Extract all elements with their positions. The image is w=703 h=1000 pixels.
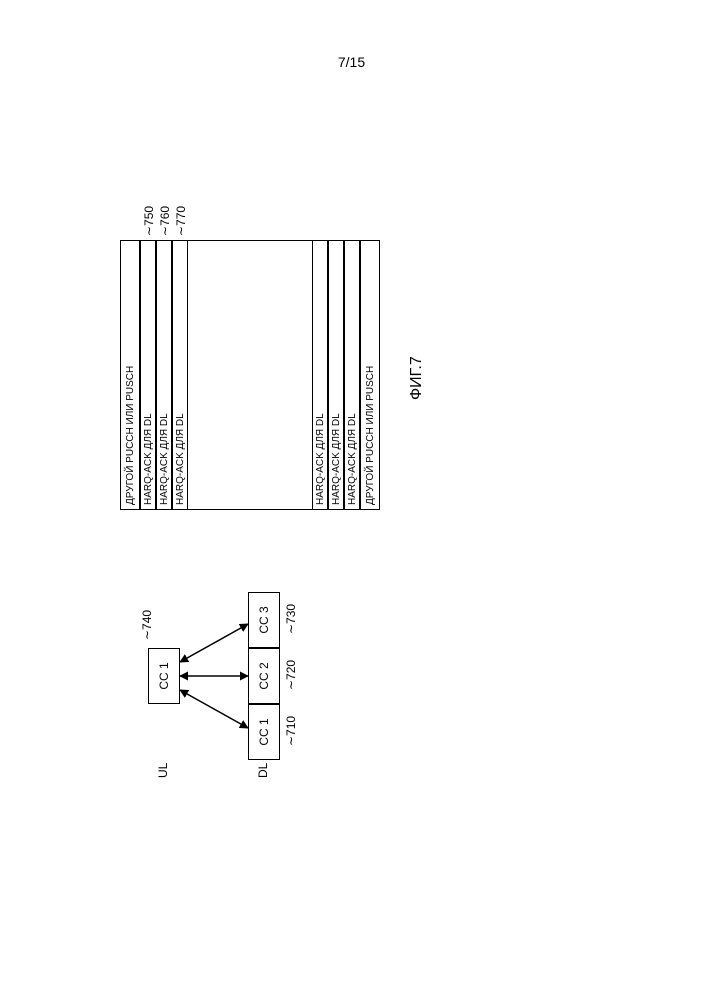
page-canvas: 7/15 UL DL CC 1 ∼740 CC 1 CC 2 CC 3 ∼710… [0,0,703,1000]
slot-bot-1: HARQ-ACK ДЛЯ DL [312,240,328,510]
slot-top-2: HARQ-ACK ДЛЯ DL [156,240,172,510]
slot-bottom-outer: ДРУГОЙ PUCCH ИЛИ PUSCH [360,240,380,510]
page-number: 7/15 [0,54,703,70]
slot-top-outer: ДРУГОЙ PUCCH ИЛИ PUSCH [120,240,140,510]
figure-caption: ФИГ.7 [408,356,426,400]
cc-arrows [140,570,310,770]
slot-top-3-ref: ∼770 [174,206,188,236]
slot-bot-2: HARQ-ACK ДЛЯ DL [328,240,344,510]
slot-top-2-ref: ∼760 [158,206,172,236]
slot-top-1-ref: ∼750 [142,206,156,236]
slot-top-3: HARQ-ACK ДЛЯ DL [172,240,188,510]
slot-bot-3: HARQ-ACK ДЛЯ DL [344,240,360,510]
figure-rotated-area: UL DL CC 1 ∼740 CC 1 CC 2 CC 3 ∼710 ∼720… [140,140,440,770]
slot-top-1: HARQ-ACK ДЛЯ DL [140,240,156,510]
